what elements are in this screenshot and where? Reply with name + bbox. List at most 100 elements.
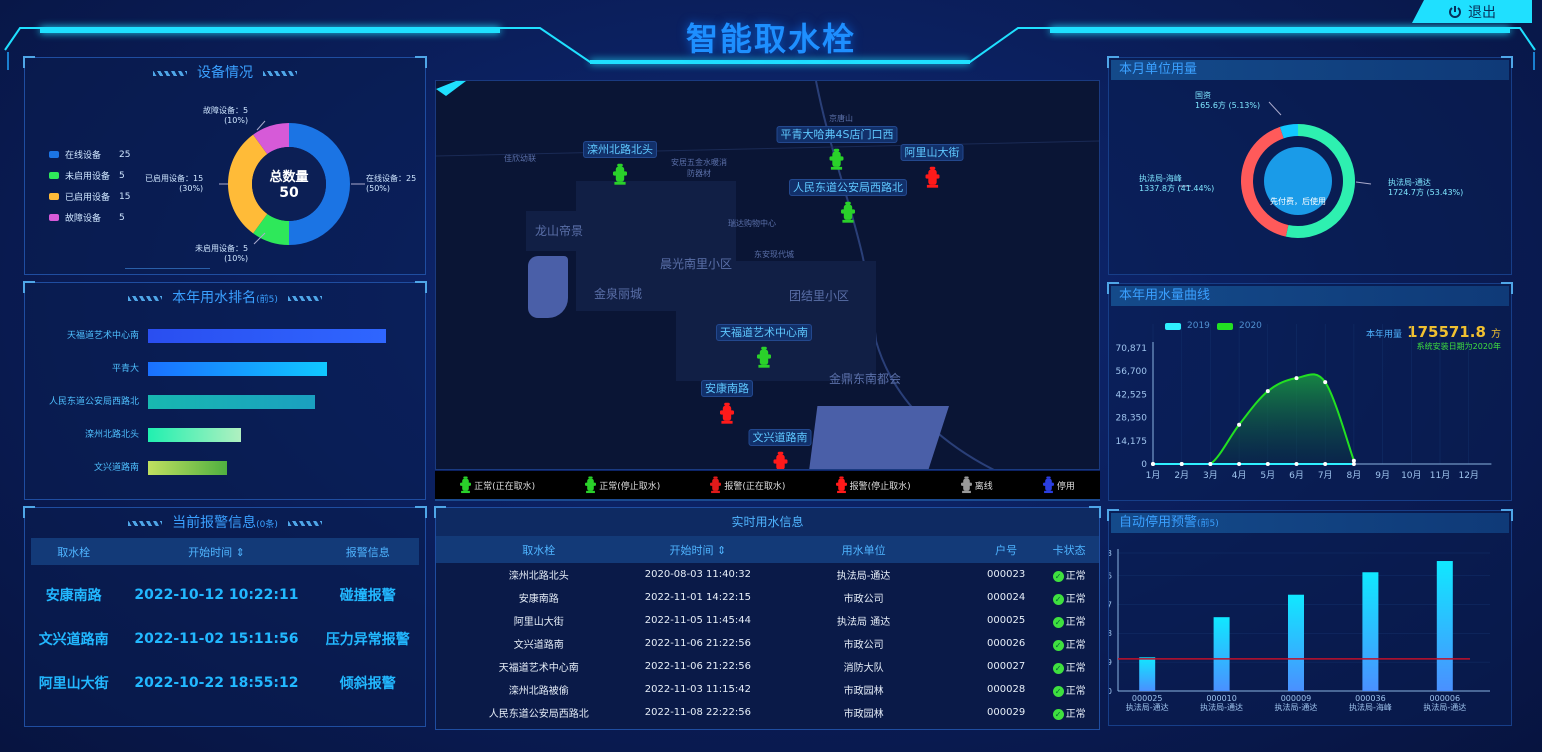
- realtime-row[interactable]: 人民东道公安局西路北 2022-11-08 22:22:56 市政园林 000029 ✓…: [436, 701, 1099, 724]
- realtime-table: 取水栓 开始时间 ⇕ 用水单位 户号 卡状态 滦州北路北头 2020-08-03 …: [436, 536, 1099, 724]
- data-point[interactable]: [1151, 462, 1155, 466]
- alarm-row[interactable]: 文兴道路南 2022-11-02 15:11:56 压力异常报警: [31, 617, 419, 661]
- ranking-bar[interactable]: [148, 329, 386, 343]
- hydrant-marker[interactable]: 文兴道路南: [748, 426, 812, 469]
- data-point[interactable]: [1351, 458, 1356, 463]
- data-point[interactable]: [1208, 462, 1213, 466]
- col-start-time[interactable]: 开始时间 ⇕: [116, 538, 316, 565]
- ranking-bar[interactable]: [148, 395, 315, 409]
- row-card-status: ✓ 正常: [1039, 701, 1099, 724]
- col-start-time[interactable]: 开始时间 ⇕: [642, 536, 755, 563]
- row-unit: 执法局-通达: [836, 571, 891, 582]
- bar[interactable]: [1288, 594, 1304, 691]
- row-account: 000029: [987, 707, 1026, 718]
- bar[interactable]: [1213, 617, 1230, 691]
- hydrant-icon: [585, 476, 597, 494]
- callout-name: 执法局-通达: [1388, 178, 1431, 187]
- donut-slice[interactable]: [253, 213, 289, 245]
- data-point[interactable]: [1323, 380, 1328, 385]
- install-note: 系统安装日期为2020年: [1416, 342, 1501, 351]
- map-legend-item: 离线: [960, 476, 993, 494]
- data-point[interactable]: [1265, 389, 1270, 394]
- realtime-row[interactable]: 文兴道路南 2022-11-06 21:22:56 市政公司 000026 ✓ 正常: [436, 632, 1099, 655]
- y-tick-label: 18: [1109, 629, 1112, 638]
- realtime-row[interactable]: 天福道艺术中心南 2022-11-06 21:22:56 消防大队 000027 ✓ 正常: [436, 655, 1099, 678]
- realtime-row[interactable]: 阿里山大街 2022-11-05 11:45:44 执法局 通达 000025 ✓ 正常: [436, 609, 1099, 632]
- ranking-bar[interactable]: [148, 362, 327, 376]
- donut-slice[interactable]: [227, 134, 268, 234]
- x-tick-label: 6月: [1289, 470, 1304, 481]
- alarm-time: 2022-10-22 18:55:12: [134, 675, 299, 691]
- bar[interactable]: [1139, 657, 1156, 691]
- callout-text: 在线设备：25: [366, 174, 417, 183]
- hydrant-icon: [1042, 476, 1054, 494]
- realtime-row[interactable]: 滦州北路被偷 2022-11-03 11:15:42 市政园林 000028 ✓ 正常: [436, 678, 1099, 701]
- ranking-bar[interactable]: [148, 428, 241, 442]
- hydrant-marker[interactable]: 安康南路: [701, 377, 753, 424]
- alarm-hydrant: 文兴道路南: [38, 632, 109, 648]
- map-view[interactable]: 佳欣幼联 安居五金水暖消防器材 龙山帝景 瑞达购物中心 东安现代城 晨光南里小区…: [435, 80, 1100, 470]
- legend-item[interactable]: 2020: [1217, 321, 1262, 331]
- bar[interactable]: [1362, 572, 1379, 691]
- realtime-title: 实时用水信息: [436, 508, 1099, 536]
- legend-item[interactable]: 在线设备 25: [49, 148, 130, 161]
- line-chart: 0 14,175 28,350 42,525 56,700 70,871 1月 2月 3月 4月 5…: [1116, 324, 1492, 481]
- legend-label: 在线设备: [65, 151, 102, 161]
- hydrant-marker[interactable]: 滦州北路北头: [583, 138, 657, 185]
- hydrant-icon: [925, 166, 939, 188]
- map-place-label: 金泉丽城: [594, 287, 643, 301]
- y-tick-label: 36: [1109, 571, 1112, 580]
- status-text: 正常: [1065, 594, 1086, 605]
- x-tick-label: 000006: [1430, 694, 1461, 703]
- ranking-bar[interactable]: [148, 461, 227, 475]
- data-point[interactable]: [1237, 462, 1242, 466]
- row-start-time: 2022-11-06 21:22:56: [644, 661, 751, 672]
- marker-label: 安康南路: [701, 380, 753, 397]
- callout-value: 1337.8方 (41.44%): [1139, 184, 1215, 193]
- alarm-type: 碰撞报警: [339, 588, 396, 604]
- donut-slice[interactable]: [253, 123, 289, 155]
- legend-item[interactable]: 2019: [1165, 321, 1210, 331]
- alarm-title: 当前报警信息: [172, 515, 257, 531]
- data-point[interactable]: [1294, 462, 1299, 466]
- sort-icon[interactable]: ⇕: [235, 545, 245, 559]
- auto-stop-panel: 自动停用预警(前5) 0918273643000025执法局-通达000010执…: [1107, 509, 1513, 726]
- data-point[interactable]: [1237, 422, 1242, 427]
- row-hydrant: 滦州北路被偷: [508, 686, 569, 697]
- alarm-row[interactable]: 阿里山大街 2022-10-22 18:55:12 倾斜报警: [31, 661, 419, 705]
- exit-button[interactable]: 退出: [1412, 0, 1532, 23]
- legend-item[interactable]: 未启用设备 5: [49, 169, 125, 182]
- device-status-panel: 设备情况 在线设备 25 未启用设备 5 已启用设备 15 故障设备 5 总数量 50 在线设…: [23, 56, 427, 275]
- row-unit: 市政园林: [843, 709, 884, 720]
- annual-usage-unit: 方: [1491, 329, 1501, 340]
- donut-slice[interactable]: [289, 123, 350, 245]
- alarm-row[interactable]: 安康南路 2022-10-12 10:22:11 碰撞报警: [31, 573, 419, 617]
- data-point[interactable]: [1294, 376, 1299, 381]
- hydrant-marker[interactable]: 天福道艺术中心南: [716, 321, 812, 368]
- map-legend-label: 报警(停止取水): [849, 481, 911, 492]
- x-tick-label: 12月: [1458, 470, 1478, 481]
- map-place-label: 晨光南里小区: [660, 257, 733, 271]
- legend-item[interactable]: 故障设备 5: [49, 211, 125, 224]
- hydrant-marker[interactable]: 人民东道公安局西路北: [789, 176, 907, 223]
- realtime-row[interactable]: 安康南路 2022-11-01 14:22:15 市政公司 000024 ✓ 正常: [436, 586, 1099, 609]
- bar[interactable]: [1436, 561, 1453, 691]
- sort-icon[interactable]: ⇕: [717, 543, 727, 557]
- donut-slice[interactable]: [1285, 124, 1355, 238]
- alarm-time: 2022-11-02 15:11:56: [134, 631, 299, 647]
- ranking-label: 平青大: [111, 364, 139, 374]
- data-point[interactable]: [1179, 462, 1184, 466]
- ranking-title: 本年用水排名: [172, 290, 257, 306]
- hydrant-marker[interactable]: 平青大哈弗4S店门口西: [776, 123, 898, 170]
- map-legend-item: 报警(正在取水): [710, 476, 785, 494]
- data-point[interactable]: [1351, 462, 1356, 466]
- callout-pct: (10%): [224, 116, 249, 125]
- legend-item[interactable]: 已启用设备 15: [49, 190, 130, 203]
- marker-label: 平青大哈弗4S店门口西: [776, 126, 898, 143]
- donut-slice[interactable]: [1279, 124, 1298, 139]
- hydrant-marker[interactable]: 阿里山大街: [900, 141, 964, 188]
- data-point[interactable]: [1323, 462, 1328, 466]
- realtime-row[interactable]: 滦州北路北头 2020-08-03 11:40:32 执法局-通达 000023 ✓ 正常: [436, 563, 1099, 586]
- donut-slice[interactable]: [1241, 126, 1289, 237]
- data-point[interactable]: [1265, 462, 1270, 466]
